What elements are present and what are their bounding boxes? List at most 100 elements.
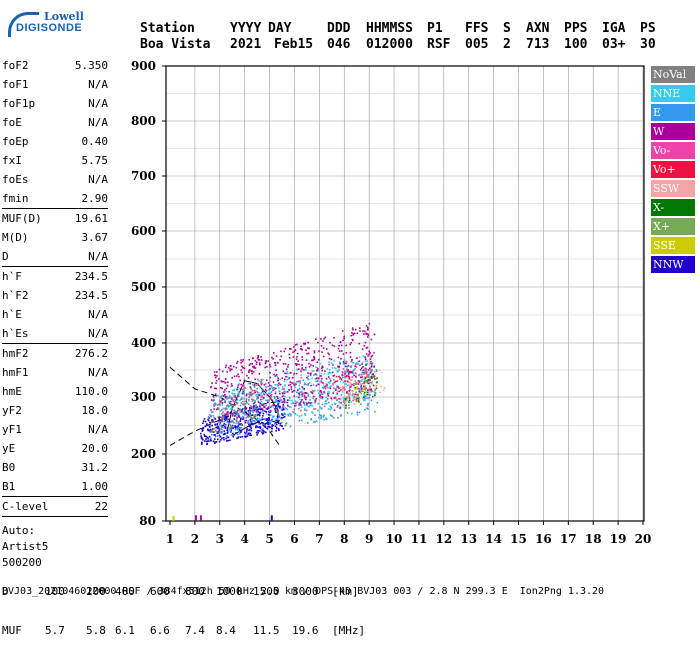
data-point-nne — [276, 384, 278, 386]
data-point-nnw — [220, 439, 222, 441]
data-point-e — [358, 396, 361, 399]
x-tick-label: 4 — [241, 532, 249, 546]
data-point-w — [359, 330, 361, 332]
footer-row-label: MUF — [2, 624, 22, 637]
data-point-w — [213, 371, 216, 373]
data-point-noval — [211, 430, 213, 433]
data-point-w — [258, 359, 261, 361]
data-point-e — [313, 421, 315, 423]
data-point-w — [224, 396, 227, 399]
data-point-vo — [361, 363, 363, 365]
data-point-vo — [350, 385, 352, 388]
data-point-w — [290, 388, 293, 390]
data-point-w — [256, 361, 258, 363]
data-point-w — [267, 360, 269, 362]
data-point-ssw — [341, 388, 344, 390]
data-point-nne — [317, 370, 320, 372]
data-point-w — [349, 370, 351, 373]
data-point-noval — [237, 412, 240, 415]
data-point-noval — [230, 426, 232, 429]
data-point-w — [255, 363, 258, 365]
x-tick-label: 13 — [460, 532, 477, 546]
footer-cell: 6.6 — [150, 624, 170, 637]
data-point-nnw — [265, 419, 268, 421]
header-row2-cell: 100 — [564, 37, 588, 52]
data-point-vo — [358, 373, 361, 376]
data-point-noval — [244, 402, 247, 405]
data-point-nnw — [245, 436, 247, 438]
data-point-w — [338, 350, 341, 352]
data-point-e — [283, 412, 285, 415]
data-point-w — [322, 347, 325, 349]
data-point-e — [302, 401, 305, 403]
data-point-vo — [248, 396, 250, 399]
data-point-e — [354, 367, 356, 370]
data-point-nnw — [235, 432, 237, 434]
data-point-w — [343, 335, 345, 338]
data-point-e — [285, 407, 287, 410]
data-point-e — [213, 402, 216, 405]
data-point-ssw — [370, 391, 372, 394]
data-point-noval — [251, 393, 254, 396]
data-point-w — [283, 350, 285, 353]
data-point-sse — [362, 388, 365, 391]
data-point-w — [274, 364, 277, 366]
data-point-nne — [289, 399, 291, 402]
data-point-e — [208, 414, 211, 416]
data-point-nnw — [227, 431, 229, 433]
data-point-w — [312, 365, 314, 367]
data-point-e — [347, 370, 350, 373]
data-point-nnw — [240, 431, 242, 434]
data-point-nnw — [226, 429, 228, 431]
data-point-nne — [345, 370, 348, 372]
data-point-nnw — [259, 426, 262, 429]
data-point-vo — [300, 368, 303, 371]
param-label: MUF(D) — [2, 212, 42, 225]
data-point-w — [216, 375, 218, 377]
data-point-nnw — [256, 430, 259, 432]
data-point-e — [258, 423, 260, 425]
data-point-w — [249, 391, 252, 394]
data-point-nnw — [279, 405, 281, 408]
data-point-w — [236, 375, 238, 377]
param-value: 110.0 — [74, 385, 108, 398]
data-point-nnw — [217, 420, 220, 422]
data-point-e — [305, 401, 307, 404]
data-point-nnw — [256, 408, 258, 411]
data-point-nne — [329, 405, 331, 408]
data-point-vo — [314, 401, 316, 404]
data-point-ssw — [369, 390, 371, 392]
data-point-e — [211, 411, 214, 413]
data-point-e — [328, 401, 330, 404]
data-point-e — [374, 410, 376, 413]
data-point-w — [231, 376, 233, 379]
data-point-nne — [352, 362, 355, 364]
data-point-w — [265, 407, 267, 410]
data-point-nne — [316, 366, 319, 369]
data-point-nnw — [267, 426, 269, 428]
data-point-noval — [241, 410, 244, 413]
param-row-foep: foEp 0.40 — [2, 132, 108, 151]
data-point-e — [282, 395, 285, 397]
x-tick-label: 11 — [411, 532, 428, 546]
data-point-vo — [345, 360, 347, 363]
data-point-w — [224, 414, 227, 416]
data-point-vo — [344, 370, 346, 373]
data-point-nne — [306, 384, 308, 386]
data-point-noval — [233, 392, 236, 395]
data-point-w — [327, 376, 330, 378]
data-point-w — [237, 415, 240, 417]
data-point-w — [348, 390, 350, 392]
data-point-w — [369, 388, 372, 391]
data-point-w — [339, 362, 341, 365]
data-point-e — [370, 399, 373, 402]
data-point-x — [364, 389, 367, 391]
data-point-w — [275, 373, 278, 376]
data-point-nne — [279, 396, 281, 399]
data-point-e — [320, 414, 323, 417]
data-point-nne — [312, 412, 314, 414]
data-point-vo — [282, 387, 285, 390]
data-point-w — [252, 406, 255, 409]
data-point-noval — [220, 428, 223, 430]
data-point-x — [345, 407, 347, 409]
